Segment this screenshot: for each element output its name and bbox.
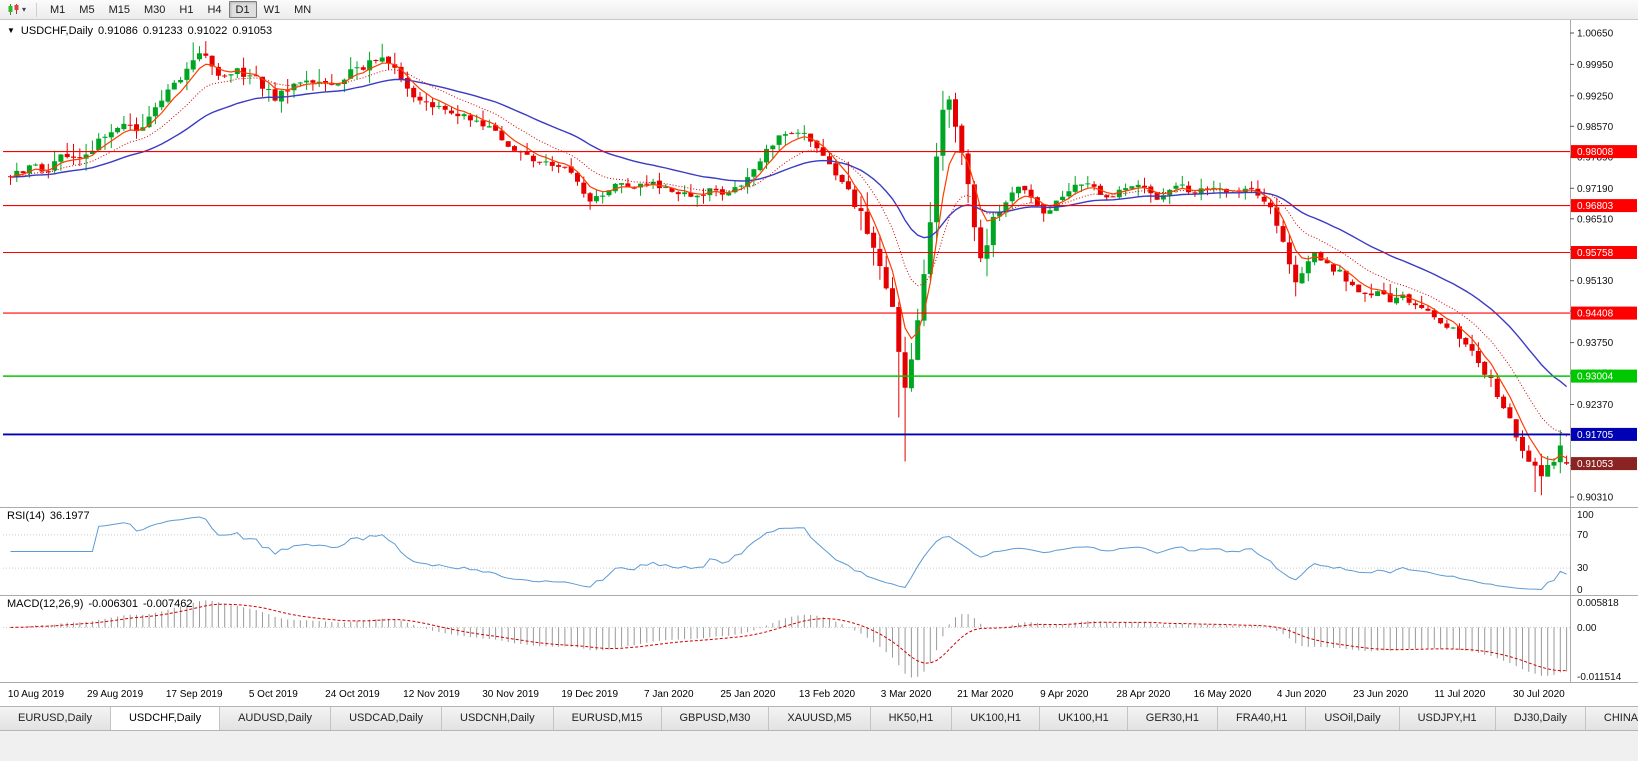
svg-text:0.93750: 0.93750 (1577, 338, 1614, 349)
macd-signal-line (10, 603, 1567, 672)
pane-separators[interactable] (0, 20, 1638, 682)
svg-text:0.95758: 0.95758 (1577, 248, 1614, 259)
svg-text:0.95130: 0.95130 (1577, 276, 1614, 287)
timeframe-button-M5[interactable]: M5 (79, 4, 95, 16)
chart-tab-USDCAD-Daily[interactable]: USDCAD,Daily (331, 707, 443, 730)
chevron-down-icon: ▾ (22, 4, 27, 14)
timeframe-button-MN[interactable]: MN (294, 4, 312, 16)
date-tick: 28 Apr 2020 (1116, 689, 1171, 700)
date-tick: 12 Nov 2019 (403, 689, 460, 700)
date-tick: 17 Sep 2019 (165, 689, 223, 700)
svg-text:0.98008: 0.98008 (1577, 147, 1614, 158)
chart-tab-GBPUSD-M30[interactable]: GBPUSD,M30 (661, 707, 770, 730)
date-tick: 25 Jan 2020 (720, 689, 776, 700)
chart-area: 1.006500.999500.992500.985700.978900.971… (0, 20, 1638, 682)
toolbar-separator (36, 2, 38, 17)
date-tick: 21 Mar 2020 (957, 689, 1014, 700)
date-tick: 9 Apr 2020 (1040, 689, 1089, 700)
date-tick: 24 Oct 2019 (325, 689, 380, 700)
current-price-label (1571, 457, 1637, 471)
chart-tab-EURUSD-M15[interactable]: EURUSD,M15 (553, 707, 662, 730)
svg-text:0.99950: 0.99950 (1577, 60, 1614, 71)
chart-tab-USDCNH-Daily[interactable]: USDCNH,Daily (442, 707, 554, 730)
svg-text:0.93004: 0.93004 (1577, 372, 1614, 383)
timeframe-button-M15[interactable]: M15 (108, 4, 130, 16)
timeframe-button-H1[interactable]: H1 (179, 4, 194, 16)
svg-text:0.96803: 0.96803 (1577, 201, 1614, 212)
svg-text:0.98570: 0.98570 (1577, 122, 1614, 133)
macd-pane[interactable] (0, 597, 1570, 682)
moving-average-lines (10, 62, 1568, 461)
timeframe-button-group: M1 M5 M15 M30 H1 H4 D1 W1 MN (43, 1, 318, 18)
date-tick: 4 Jun 2020 (1276, 689, 1327, 700)
svg-text:0.90310: 0.90310 (1577, 493, 1614, 504)
macd-axis-labels: 0.005818 0.00 -0.011514 (1577, 598, 1622, 682)
chart-tab-FRA40-H1[interactable]: FRA40,H1 (1217, 707, 1307, 730)
svg-text:0.92370: 0.92370 (1577, 400, 1614, 411)
svg-text:0.005818: 0.005818 (1577, 598, 1619, 609)
date-tick: 10 Aug 2019 (7, 689, 65, 700)
date-tick: 19 Dec 2019 (561, 689, 619, 700)
macd-histogram (16, 600, 1568, 678)
chart-tab-XAUUSD-M5[interactable]: XAUUSD,M5 (769, 707, 871, 730)
timeframe-button-H4[interactable]: H4 (207, 4, 222, 16)
date-tick: 16 May 2020 (1193, 689, 1252, 700)
svg-text:0.91705: 0.91705 (1577, 430, 1614, 441)
timeframe-button-M1[interactable]: M1 (50, 4, 66, 16)
price-axis-area[interactable] (1571, 20, 1638, 682)
date-tick: 23 Jun 2020 (1353, 689, 1409, 700)
chart-tab-USOil-Daily[interactable]: USOil,Daily (1306, 707, 1400, 730)
svg-text:0: 0 (1577, 585, 1583, 596)
svg-text:1.00650: 1.00650 (1577, 29, 1614, 40)
rsi-axis-labels: 100 70 30 0 (1577, 510, 1594, 596)
svg-text:70: 70 (1577, 530, 1589, 541)
price-pane[interactable] (0, 20, 1570, 506)
date-tick: 11 Jul 2020 (1434, 689, 1486, 700)
svg-text:0.00: 0.00 (1577, 623, 1597, 634)
horizontal-lines[interactable] (3, 151, 1570, 436)
timeframe-button-D1[interactable]: D1 (228, 1, 257, 18)
date-tick: 5 Oct 2019 (248, 689, 298, 700)
date-tick: 7 Jan 2020 (644, 689, 694, 700)
rsi-line (10, 516, 1567, 591)
date-tick: 29 Aug 2019 (87, 689, 144, 700)
hline-price-labels: 0.98008 0.96803 0.95758 0.94408 0.93004 0.917… (1571, 145, 1637, 471)
chart-tab-UK100-H1[interactable]: UK100,H1 (1040, 707, 1128, 730)
chart-tab-USDJPY-H1[interactable]: USDJPY,H1 (1399, 707, 1496, 730)
chart-tab-GER30-H1[interactable]: GER30,H1 (1127, 707, 1218, 730)
chart-tab-DJ30-Daily[interactable]: DJ30,Daily (1495, 707, 1586, 730)
svg-text:0.99250: 0.99250 (1577, 91, 1614, 102)
top-toolbar: ▾ M1 M5 M15 M30 H1 H4 D1 W1 MN (0, 0, 1638, 20)
date-tick: 30 Jul 2020 (1513, 689, 1565, 700)
svg-text:0.94408: 0.94408 (1577, 309, 1614, 320)
svg-text:0.91053: 0.91053 (1577, 459, 1614, 470)
svg-text:0.96510: 0.96510 (1577, 214, 1614, 225)
candlestick-chart-icon (8, 4, 19, 15)
svg-text:100: 100 (1577, 510, 1594, 521)
chart-tab-EURUSD-Daily[interactable]: EURUSD,Daily (0, 707, 111, 730)
chart-tab-HK50-H1[interactable]: HK50,H1 (870, 707, 953, 730)
svg-text:30: 30 (1577, 563, 1589, 574)
date-axis[interactable]: 10 Aug 2019 29 Aug 2019 17 Sep 2019 5 Oct 2… (0, 682, 1638, 706)
chart-tab-CHINA300-H4[interactable]: CHINA300,H4 (1585, 707, 1638, 730)
charts-menu-button[interactable]: ▾ (3, 1, 30, 19)
rsi-pane[interactable] (0, 509, 1570, 594)
svg-text:0.97190: 0.97190 (1577, 184, 1614, 195)
chart-tab-bar: EURUSD,Daily USDCHF,Daily AUDUSD,Daily USDC… (0, 706, 1638, 731)
chart-tab-UK100-H1[interactable]: UK100,H1 (952, 707, 1041, 730)
chart-canvas[interactable]: 1.006500.999500.992500.985700.978900.971… (0, 20, 1638, 682)
timeframe-button-M30[interactable]: M30 (143, 4, 166, 16)
bottom-filler (0, 731, 1638, 761)
date-tick: 13 Feb 2020 (798, 689, 856, 700)
chart-tab-USDCHF-Daily[interactable]: USDCHF,Daily (110, 707, 221, 730)
chart-tab-AUDUSD-Daily[interactable]: AUDUSD,Daily (220, 707, 332, 730)
date-tick: 30 Nov 2019 (482, 689, 539, 700)
timeframe-button-W1[interactable]: W1 (263, 4, 281, 16)
date-tick: 3 Mar 2020 (880, 689, 932, 700)
svg-text:-0.011514: -0.011514 (1577, 672, 1622, 682)
